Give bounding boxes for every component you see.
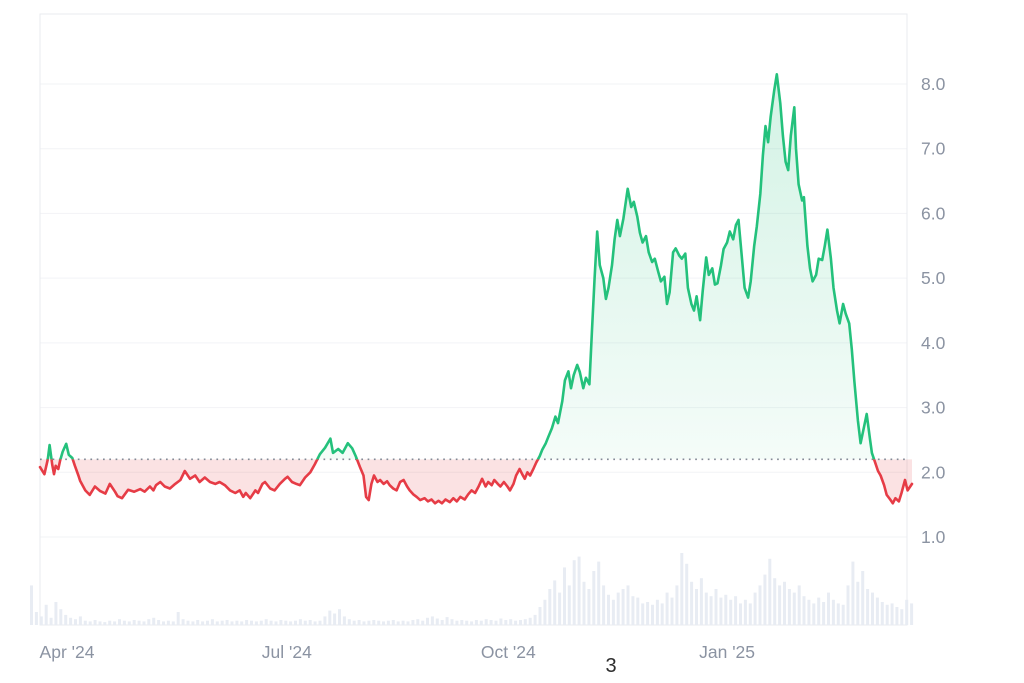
y-tick-label: 3.0 <box>921 398 946 418</box>
x-tick-label: Jul '24 <box>262 642 312 662</box>
x-axis-labels: Apr '24 Jul '24 Oct '24 Jan '25 <box>40 642 755 662</box>
plot-border <box>39 13 908 626</box>
page-number: 3 <box>605 655 617 677</box>
y-tick-label: 7.0 <box>921 139 946 159</box>
y-tick-label: 6.0 <box>921 203 946 223</box>
price-area-up-fill <box>40 74 912 460</box>
y-tick-label: 2.0 <box>921 462 946 482</box>
y-tick-label: 8.0 <box>921 74 946 94</box>
y-axis-labels: 8.0 7.0 6.0 5.0 4.0 3.0 2.0 1.0 <box>921 74 946 547</box>
x-tick-label: Oct '24 <box>481 642 536 662</box>
y-tick-label: 1.0 <box>921 527 946 547</box>
x-tick-label: Jan '25 <box>699 642 755 662</box>
price-line-down <box>38 459 914 505</box>
price-line-up <box>46 73 876 460</box>
x-tick-label: Apr '24 <box>40 642 95 662</box>
volume-bars <box>30 553 914 625</box>
y-tick-label: 5.0 <box>921 268 946 288</box>
y-tick-label: 4.0 <box>921 333 946 353</box>
